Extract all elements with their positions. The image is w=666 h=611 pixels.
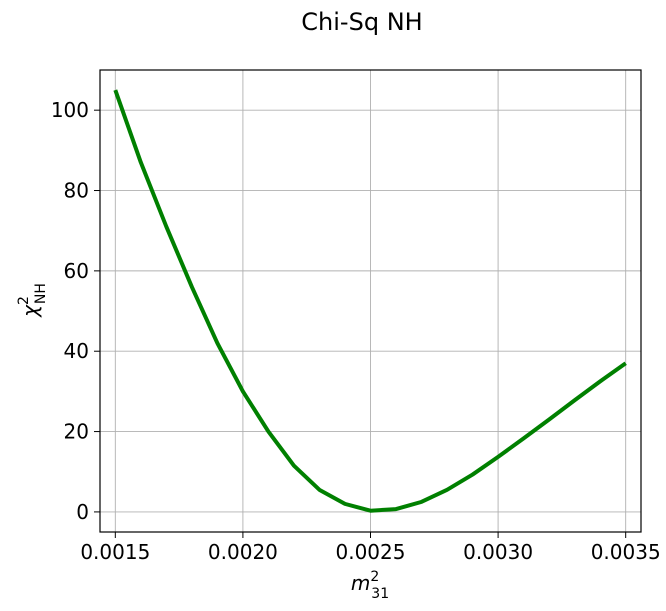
x-axis-label-sup: 2 <box>370 569 379 585</box>
y-tick-label: 60 <box>64 259 89 283</box>
y-tick-label: 0 <box>76 500 89 524</box>
x-tick-label: 0.0035 <box>591 540 661 564</box>
x-axis-label-base: m <box>351 571 370 595</box>
y-tick-label: 20 <box>64 420 89 444</box>
y-axis-label-base: χ <box>18 304 42 318</box>
y-tick-label: 40 <box>64 339 89 363</box>
x-tick-label: 0.0030 <box>463 540 533 564</box>
x-axis: 0.0015 0.0020 0.0025 0.0030 0.0035 <box>80 532 661 564</box>
y-axis-label-sup: 2 <box>16 296 32 305</box>
x-axis-label: m2 31 <box>351 569 389 602</box>
x-tick-label: 0.0020 <box>208 540 278 564</box>
x-tick-label: 0.0015 <box>80 540 150 564</box>
x-tick-label: 0.0025 <box>336 540 406 564</box>
y-tick-label: 100 <box>51 98 89 122</box>
y-axis: 0 20 40 60 80 100 <box>51 98 100 524</box>
series-group <box>113 89 627 513</box>
y-tick-label: 80 <box>64 179 89 203</box>
y-axis-label: χ2NH <box>16 283 49 318</box>
series-line <box>113 89 627 513</box>
x-axis-label-sub: 31 <box>371 586 389 602</box>
grid <box>100 70 641 532</box>
chart-title: Chi-Sq NH <box>301 8 422 36</box>
y-axis-label-sub: NH <box>33 283 49 304</box>
